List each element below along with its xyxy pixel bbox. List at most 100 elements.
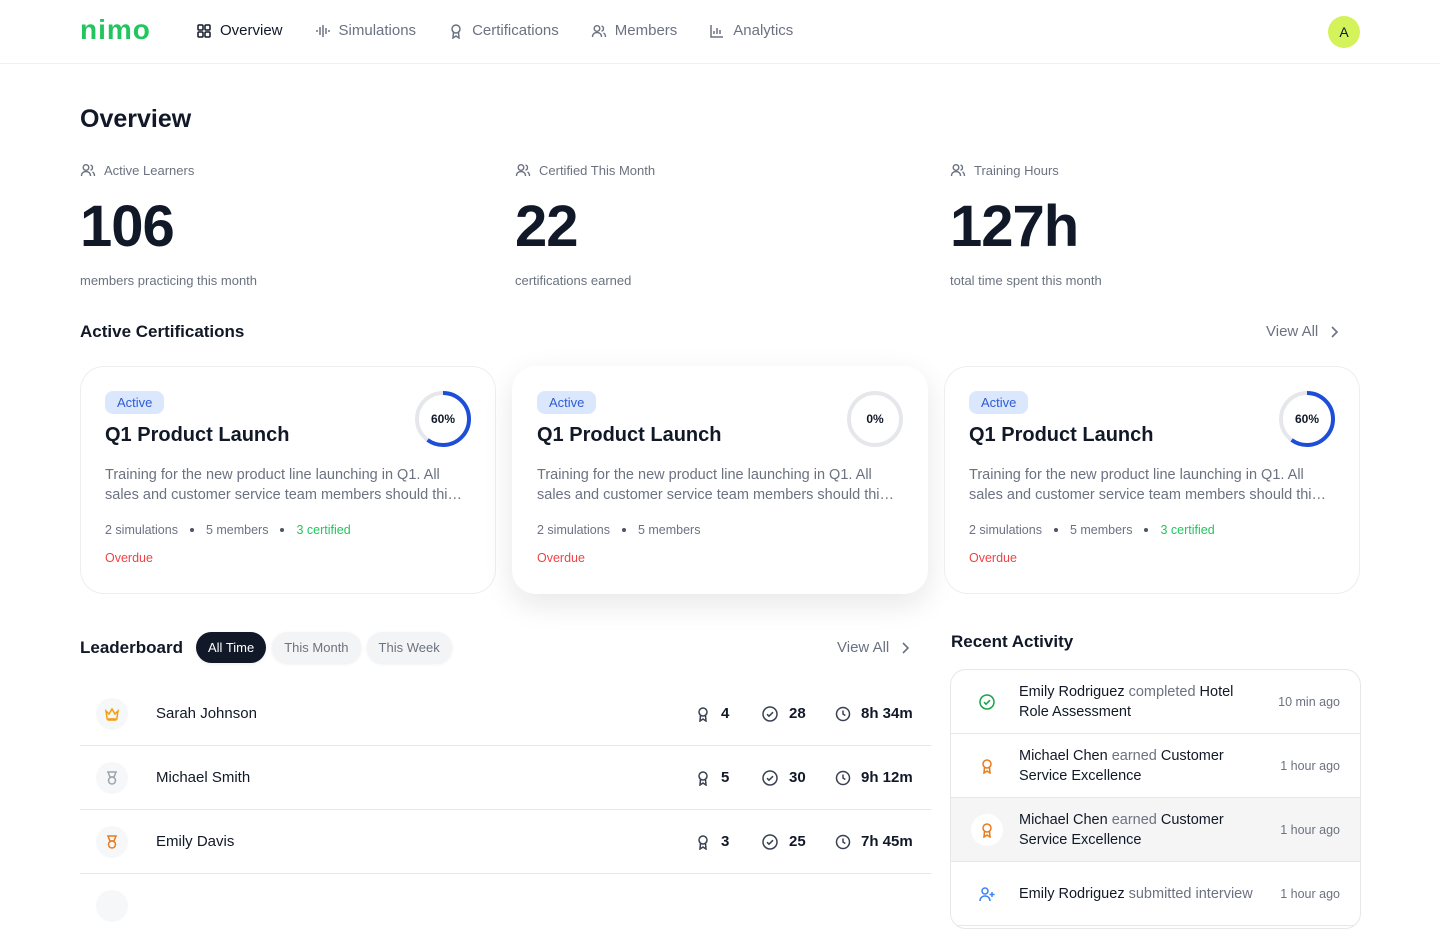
stat-label: Certified This Month — [539, 162, 656, 178]
due-status: Overdue — [105, 551, 153, 565]
stat-value: 106 — [80, 194, 175, 259]
activity-item[interactable]: Emily Rodriguez submitted interview 1 ho… — [951, 862, 1360, 926]
separator — [621, 528, 626, 532]
view-all[interactable]: View All — [1266, 323, 1342, 340]
leaderboard-row[interactable]: Emily Davis 3 25 7h 45m — [80, 810, 931, 874]
card-meta: 2 simulations 5 members — [537, 523, 903, 537]
meta-certified: 3 certified — [1160, 523, 1215, 537]
ring-progress — [1279, 391, 1335, 447]
nav-item[interactable]: Analytics — [709, 22, 793, 39]
stat-caption: certifications earned — [515, 273, 632, 288]
stat-simulations: 30 — [761, 769, 835, 787]
nav-item[interactable]: Simulations — [315, 22, 417, 39]
activity-text: Emily Rodriguez submitted interview — [1019, 884, 1268, 904]
top-nav: nimo Overview Simulations Certifications Me… — [0, 0, 1440, 64]
certification-card[interactable]: Active 0% Q1 Product Launch Training for… — [512, 366, 928, 594]
ring-label: 60% — [1295, 412, 1319, 426]
actor: Emily Rodriguez — [1019, 683, 1125, 700]
tab[interactable]: This Week — [366, 632, 452, 663]
tabs: All Time This Month This Week — [196, 632, 452, 663]
activity-icon — [971, 877, 1003, 910]
section-title: Recent Activity — [951, 632, 1074, 651]
value: 7h 45m — [861, 833, 913, 850]
avatar[interactable]: A — [1328, 16, 1360, 48]
activity-item[interactable]: Michael Chen earned Customer Service Exc… — [951, 798, 1360, 862]
view-all[interactable]: View All — [837, 639, 913, 656]
stat-label: Active Learners — [104, 162, 195, 178]
stat-label-row: Certified This Month — [515, 162, 935, 178]
ring-label: 0% — [866, 412, 884, 426]
activity-text: Michael Chen earned Customer Service Exc… — [1019, 746, 1268, 786]
activity-item[interactable]: Emily Rodriguez completed Hotel Role Ass… — [951, 670, 1360, 734]
object: Customer Service Excellence — [1019, 811, 1224, 848]
nav-item[interactable]: Certifications — [448, 22, 559, 39]
stat-certifications: 5 — [695, 769, 761, 786]
chevron — [902, 641, 910, 654]
leaderboard-row[interactable]: Michael Smith 5 30 9h 12m — [80, 746, 931, 810]
stat-time: 9h 12m — [835, 769, 931, 786]
actor: Michael Chen — [1019, 811, 1108, 828]
value: 28 — [789, 705, 806, 722]
stat-caption: total time spent this month — [950, 273, 1102, 288]
verb: completed — [1128, 683, 1196, 700]
stat-time: 8h 34m — [835, 705, 931, 722]
stat-time: 7h 45m — [835, 833, 931, 850]
value: 5 — [721, 769, 730, 786]
page-title: Overview — [80, 105, 192, 133]
card-title: Q1 Product Launch — [537, 424, 722, 446]
member-name: Emily Davis — [156, 833, 235, 850]
logo[interactable]: nimo — [80, 14, 151, 45]
view-all-text[interactable]: View All — [1266, 323, 1319, 340]
rank-icon — [96, 697, 128, 730]
status-badge: Active — [105, 391, 165, 414]
activity-time: 1 hour ago — [1280, 822, 1340, 837]
stat-simulations: 28 — [761, 705, 835, 723]
object: Hotel Role Assessment — [1019, 683, 1234, 720]
tab[interactable]: This Month — [272, 632, 361, 663]
nav-label[interactable]: Members — [614, 22, 678, 39]
nav-item[interactable]: Members — [591, 22, 678, 39]
nav-item[interactable]: Overview — [196, 22, 283, 39]
certification-card[interactable]: Active 60% Q1 Product Launch Training fo… — [80, 366, 496, 594]
nav-label[interactable]: Analytics — [733, 22, 794, 39]
meta-simulations: 2 simulations — [105, 523, 178, 537]
nav-label[interactable]: Certifications — [472, 22, 559, 39]
meta-simulations: 2 simulations — [537, 523, 610, 537]
stat: Training Hours 127h total time spent thi… — [950, 162, 1370, 289]
stat-label-row: Training Hours — [950, 162, 1370, 178]
card-title: Q1 Product Launch — [969, 424, 1154, 446]
meta-members: 5 members — [1069, 523, 1133, 537]
certification-card[interactable]: Active 60% Q1 Product Launch Training fo… — [944, 366, 1360, 594]
stat-caption: members practicing this month — [80, 273, 258, 288]
verb: submitted interview — [1128, 885, 1253, 902]
due-status: Overdue — [537, 551, 585, 565]
leaderboard-row[interactable]: Sarah Johnson 4 28 8h 34m — [80, 682, 931, 746]
card-title: Q1 Product Launch — [105, 424, 290, 446]
actor: Michael Chen — [1019, 747, 1108, 764]
separator — [280, 528, 285, 532]
stat-certifications: 4 — [695, 705, 761, 722]
leaderboard-row[interactable] — [80, 874, 931, 938]
nav-label[interactable]: Overview — [220, 22, 283, 39]
activity-text: Emily Rodriguez completed Hotel Role Ass… — [1019, 682, 1266, 722]
due-status: Overdue — [969, 551, 1017, 565]
view-all-text[interactable]: View All — [837, 639, 890, 656]
separator — [1053, 528, 1058, 532]
value: 8h 34m — [861, 705, 913, 722]
member-name: Sarah Johnson — [156, 705, 257, 722]
activity-time: 10 min ago — [1278, 694, 1340, 709]
activity-time: 1 hour ago — [1280, 886, 1340, 901]
card-meta: 2 simulations 5 members 3 certified — [969, 523, 1335, 537]
stat-label: Training Hours — [974, 162, 1059, 178]
stat-label-row: Active Learners — [80, 162, 500, 178]
value: 4 — [721, 705, 730, 722]
tab[interactable]: All Time — [196, 632, 267, 663]
activity-item[interactable]: Michael Chen earned Customer Service Exc… — [951, 734, 1360, 798]
verb: earned — [1111, 747, 1157, 764]
status-badge: Active — [969, 391, 1029, 414]
rank-icon — [96, 825, 128, 858]
activity-icon — [971, 813, 1003, 846]
nav-label[interactable]: Simulations — [338, 22, 417, 39]
progress-ring: 60% — [415, 391, 471, 447]
separator — [189, 528, 194, 532]
